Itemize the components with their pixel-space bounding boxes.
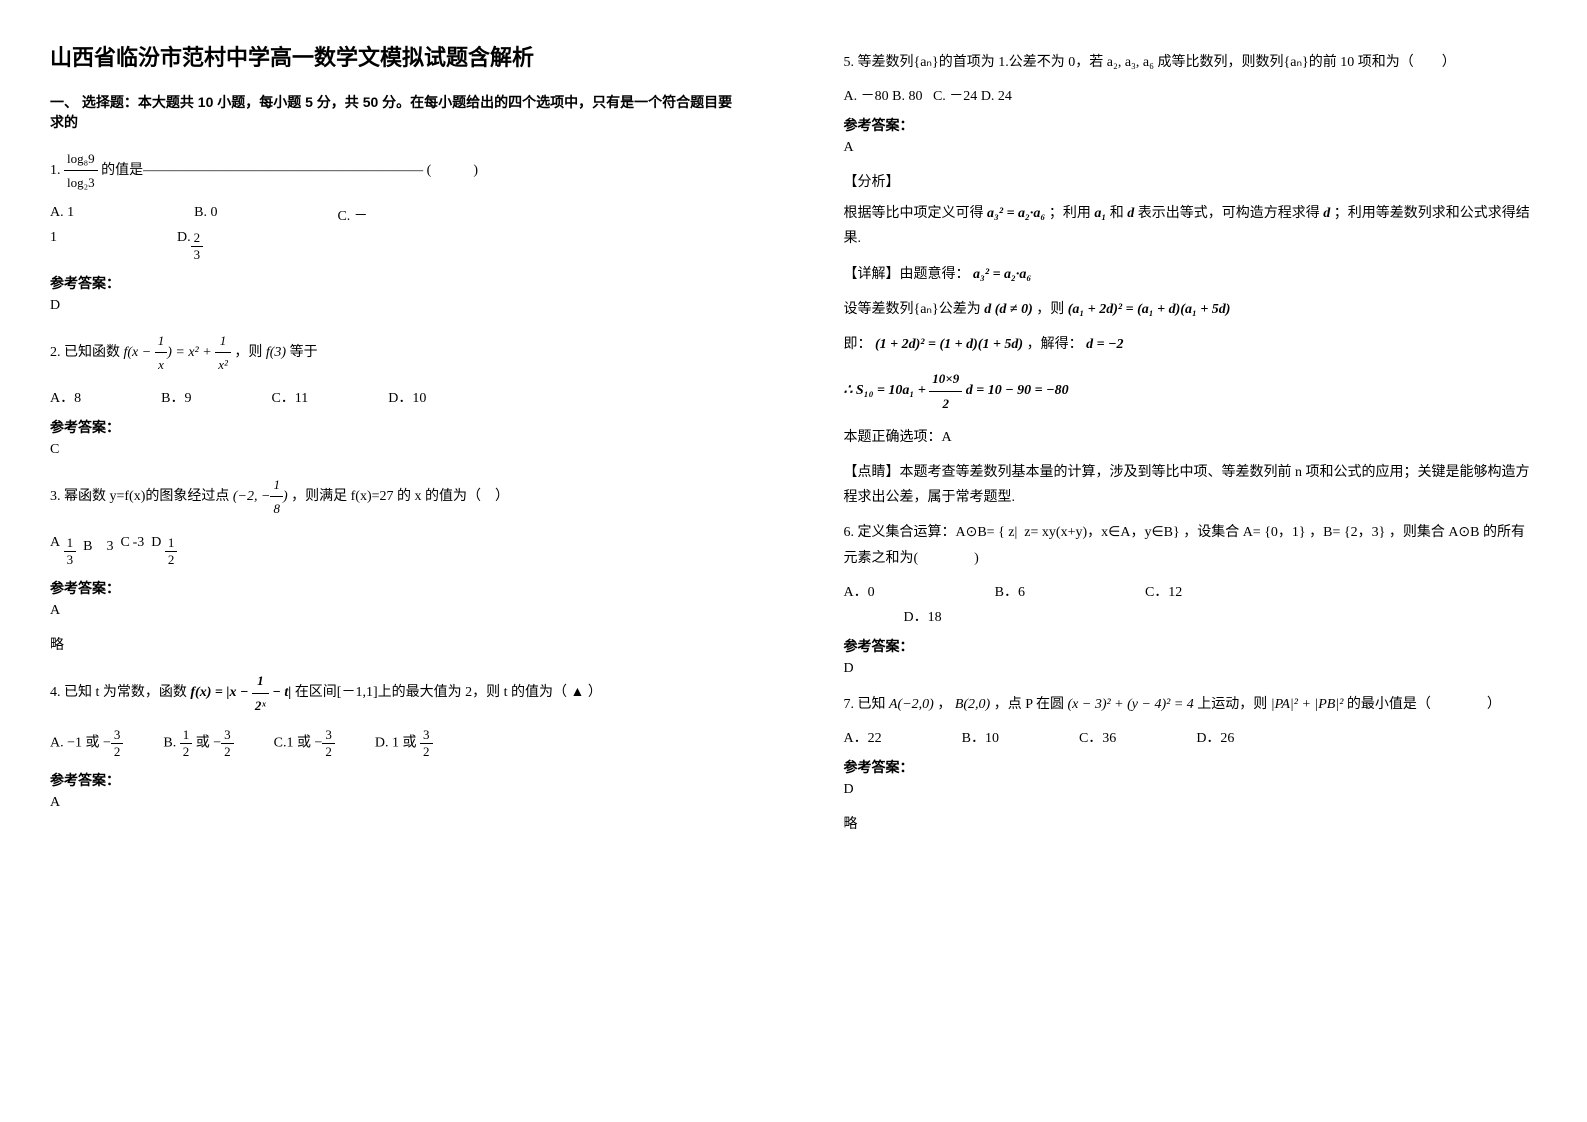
q2-opt-b: B．9: [161, 387, 191, 407]
q4-opt-c: C.1 或 −32: [274, 727, 335, 760]
ans2: C: [50, 442, 744, 458]
q1-opt-c: C. －: [337, 205, 367, 225]
q1-d-fraction: 2 3: [191, 230, 204, 263]
q4-options: A. −1 或 −32 B. 12 或 −32 C.1 或 −32 D. 1 或…: [50, 727, 744, 760]
question-4: 4. 已知 t 为常数，函数 f(x) = |x − 12ˣ − t| 在区间[…: [50, 669, 744, 717]
ans4: A: [50, 795, 744, 811]
q1-opt-b: B. 0: [194, 205, 217, 225]
q2-f3: f(3): [266, 345, 286, 360]
ans5-comment: 【点睛】本题考查等差数列基本量的计算，涉及到等比中项、等差数列前 n 项和公式的…: [844, 460, 1538, 510]
q3-d-frac: 1 2: [165, 535, 178, 568]
q2-opt-d: D．10: [388, 387, 426, 407]
q5-opt-b: B. 80: [892, 89, 922, 104]
ans7-label: 参考答案：: [844, 757, 1538, 777]
question-1: 1. log₈9 log₂3 的值是———————————————————— (…: [50, 147, 744, 195]
question-3: 3. 幂函数 y=f(x)的图象经过点 (−2, −18) ，则满足 f(x)=…: [50, 473, 744, 521]
q1-prefix: 1.: [50, 163, 61, 178]
q6-opt-b: B．6: [995, 581, 1025, 601]
q6-options: A．0 B．6 C．12: [844, 581, 1538, 601]
q3-a-frac: 1 3: [64, 535, 77, 568]
question-6: 6. 定义集合运算：A⊙B= { z| z= xy(x+y)，x∈A，y∈B} …: [844, 520, 1538, 570]
q4-opt-d: D. 1 或 32: [375, 727, 433, 760]
q3-opt-a-prefix: A: [50, 535, 60, 568]
q4-opt-b: B. 12 或 −32: [163, 727, 233, 760]
q5-opt-c: C. －24: [933, 89, 977, 104]
q3-opt-c: C -3: [120, 535, 144, 568]
q6-opt-a: A．0: [844, 581, 875, 601]
q6-opt-d: D．18: [904, 610, 942, 625]
q1-suffix: 的值是———————————————————— ( ): [101, 163, 478, 178]
q4-suffix: 在区间[－1,1]上的最大值为 2，则 t 的值为（ ▲ ）: [295, 685, 602, 700]
ans6-label: 参考答案：: [844, 636, 1538, 656]
ans5-analysis-1: 根据等比中项定义可得 a₃² = a₂·a₆ ；利用 a₁ 和 d 表示出等式，…: [844, 201, 1538, 251]
q7-options: A．22 B．10 C．36 D．26: [844, 727, 1538, 747]
ans5-detail-1: 【详解】由题意得： a₃² = a₂·a₆: [844, 262, 1538, 287]
page-title: 山西省临汾市范村中学高一数学文模拟试题含解析: [50, 40, 744, 72]
q7-opt-c: C．36: [1079, 727, 1116, 747]
left-column: 山西省临汾市范村中学高一数学文模拟试题含解析 一、 选择题：本大题共 10 小题…: [0, 0, 794, 1122]
q6-opt-d-row: D．18: [904, 606, 1538, 626]
q7-opt-a: A．22: [844, 727, 882, 747]
q1-opt-d-prefix: D.: [177, 230, 191, 263]
q3-opt-d-prefix: D: [151, 535, 161, 568]
q5-opt-d: D. 24: [981, 89, 1012, 104]
ans7: D: [844, 782, 1538, 798]
q2-opt-c: C．11: [271, 387, 308, 407]
q3-options: A 1 3 B 3 C -3 D 1 2: [50, 535, 744, 568]
q3-opt-b: B 3: [83, 535, 113, 568]
question-2: 2. 已知函数 f(x − 1x) = x² + 1x² ，则 f(3) 等于: [50, 329, 744, 377]
ans7-extra: 略: [844, 813, 1538, 833]
q3-prefix: 3. 幂函数 y=f(x)的图象经过点: [50, 489, 229, 504]
ans3: A: [50, 603, 744, 619]
ans5-detail-4: ∴ S₁₀ = 10a₁ + 10×92 d = 10 − 90 = −80: [844, 367, 1538, 415]
ans4-label: 参考答案：: [50, 770, 744, 790]
ans2-label: 参考答案：: [50, 417, 744, 437]
ans5-detail-3: 即： (1 + 2d)² = (1 + d)(1 + 5d) ，解得： d = …: [844, 332, 1538, 357]
ans5: A: [844, 140, 1538, 156]
ans6: D: [844, 661, 1538, 677]
q5-opt-a: A. －80: [844, 89, 889, 104]
q3-point: (−2, −18): [233, 489, 288, 504]
ans5-detail-2: 设等差数列{aₙ}公差为 d (d ≠ 0) ，则 (a₁ + 2d)² = (…: [844, 297, 1538, 322]
q1-options: A. 1 B. 0 C. －: [50, 205, 744, 225]
q6-opt-c: C．12: [1145, 581, 1182, 601]
q4-prefix: 4. 已知 t 为常数，函数: [50, 685, 187, 700]
q3-suffix: ，则满足 f(x)=27 的 x 的值为（ ）: [291, 489, 509, 504]
q1-options-2: 1 D. 2 3: [50, 230, 744, 263]
q2-formula: f(x − 1x) = x² + 1x²: [124, 345, 235, 360]
q2-prefix: 2. 已知函数: [50, 345, 120, 360]
q2-suffix: 等于: [290, 345, 318, 360]
q7-opt-b: B．10: [962, 727, 999, 747]
q2-opt-a: A．8: [50, 387, 81, 407]
ans3-extra: 略: [50, 634, 744, 654]
q1-opt-a: A. 1: [50, 205, 74, 225]
q1-opt-a2: 1: [50, 230, 57, 263]
ans5-label: 参考答案：: [844, 115, 1538, 135]
ans5-detail-5: 本题正确选项：A: [844, 425, 1538, 450]
ans3-label: 参考答案：: [50, 578, 744, 598]
q4-formula: f(x) = |x − 12ˣ − t|: [190, 685, 294, 700]
q2-options: A．8 B．9 C．11 D．10: [50, 387, 744, 407]
ans1-label: 参考答案：: [50, 273, 744, 293]
q2-mid: ，则: [234, 345, 262, 360]
ans5-analysis-label: 【分析】: [844, 171, 1538, 191]
right-column: 5. 等差数列{aₙ}的首项为 1.公差不为 0，若 a₂, a₃, a₆ 成等…: [794, 0, 1587, 1122]
question-7: 7. 已知 A(−2,0) ， B(2,0) ，点 P 在圆 (x − 3)² …: [844, 692, 1538, 717]
q7-opt-d: D．26: [1196, 727, 1234, 747]
question-5: 5. 等差数列{aₙ}的首项为 1.公差不为 0，若 a₂, a₃, a₆ 成等…: [844, 50, 1538, 75]
q5-options: A. －80 B. 80 C. －24 D. 24: [844, 85, 1538, 105]
section-header: 一、 选择题：本大题共 10 小题，每小题 5 分，共 50 分。在每小题给出的…: [50, 92, 744, 132]
q4-opt-a: A. −1 或 −32: [50, 727, 123, 760]
q1-fraction: log₈9 log₂3: [64, 147, 98, 195]
ans1: D: [50, 298, 744, 314]
